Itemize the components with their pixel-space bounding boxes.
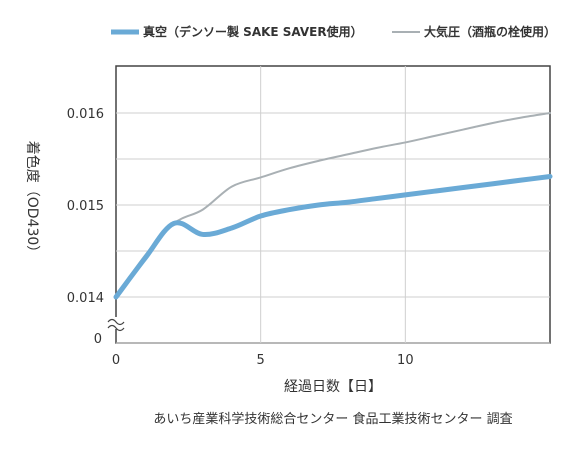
y-axis-break-label: 0: [94, 332, 102, 347]
grid: [116, 66, 550, 344]
y-tick-label: 0.016: [67, 107, 104, 122]
y-tick-labels: 0.014 0.015 0.016 0: [67, 107, 104, 347]
series-line-atmospheric: [115, 112, 551, 298]
x-tick-label: 0: [112, 353, 120, 368]
x-axis-title: 経過日数【日】: [284, 379, 382, 395]
y-tick-label: 0.015: [67, 199, 104, 214]
x-tick-labels: 0 5 10: [112, 353, 414, 368]
x-tick-label: 5: [257, 353, 265, 368]
y-axis-title: 着色度（OD430）: [24, 141, 41, 260]
legend-label-vacuum: 真空（デンソー製 SAKE SAVER使用）: [143, 24, 363, 39]
y-tick-label: 0.014: [67, 291, 104, 306]
axis-break: [107, 317, 125, 332]
series-line-vacuum: [113, 173, 553, 300]
legend-label-atmospheric: 大気圧（酒瓶の栓使用）: [424, 24, 556, 39]
source-note: あいち産業科学技術総合センター 食品工業技術センター 調査: [153, 411, 512, 427]
x-tick-label: 10: [397, 353, 414, 368]
series-lines: [113, 112, 553, 300]
legend: 真空（デンソー製 SAKE SAVER使用） 大気圧（酒瓶の栓使用）: [111, 24, 556, 39]
